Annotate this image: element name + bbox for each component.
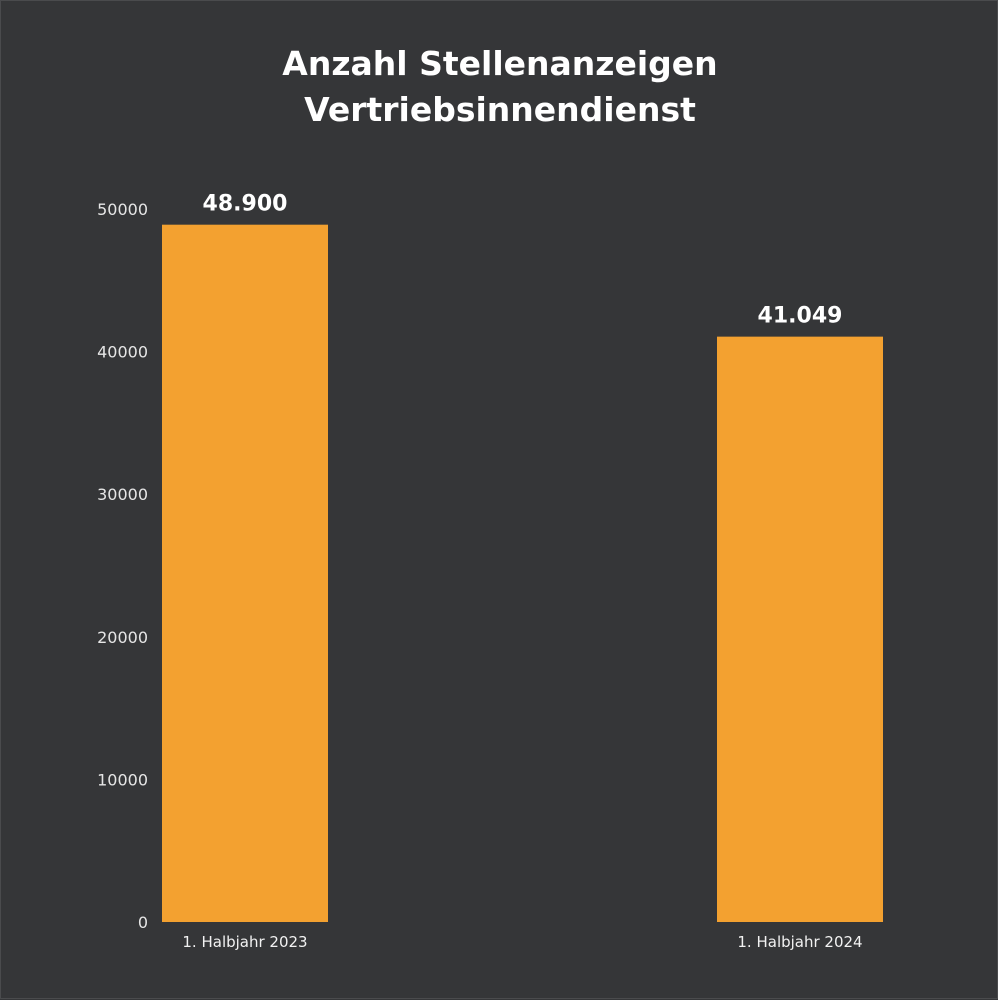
data-label: 48.900 <box>203 192 288 217</box>
chart-title-line-2: Vertriebsinnendienst <box>304 90 696 129</box>
y-tick-label: 0 <box>138 913 148 932</box>
bar <box>717 336 883 923</box>
data-label: 41.049 <box>758 304 843 329</box>
y-tick-label: 50000 <box>97 200 148 219</box>
category-label: 1. Halbjahr 2024 <box>737 933 862 951</box>
chart-title-line-1: Anzahl Stellenanzeigen <box>282 44 718 83</box>
y-tick-label: 40000 <box>97 343 148 362</box>
category-label: 1. Halbjahr 2023 <box>182 933 307 951</box>
bar <box>162 224 328 922</box>
chart-title: Anzahl Stellenanzeigen Vertriebsinnendie… <box>1 41 998 133</box>
y-tick-label: 20000 <box>97 628 148 647</box>
y-tick-label: 30000 <box>97 485 148 504</box>
y-tick-label: 10000 <box>97 770 148 789</box>
